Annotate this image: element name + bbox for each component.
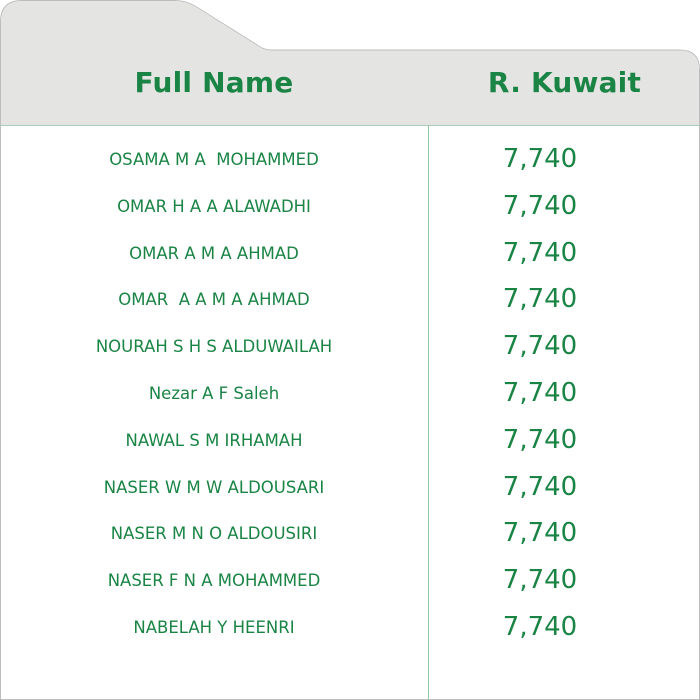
- full-name-cell: OMAR A A M A AHMAD: [118, 290, 310, 310]
- full-name-cell: NABELAH Y HEENRI: [133, 618, 295, 637]
- table-row: NASER M N O ALDOUSIRI 7,740: [0, 518, 700, 570]
- table-row: NABELAH Y HEENRI 7,740: [0, 612, 700, 664]
- amount-cell: 7,740: [502, 331, 578, 362]
- amount-cell: 7,740: [502, 518, 578, 549]
- full-name-cell: OMAR H A A ALAWADHI: [117, 196, 311, 216]
- amount-cell: 7,740: [502, 284, 578, 315]
- amount-cell: 7,740: [502, 612, 578, 642]
- table-row: Nezar A F Saleh 7,740: [0, 378, 700, 430]
- full-name-cell: NOURAH S H S ALDUWAILAH: [95, 337, 333, 357]
- full-name-cell: NASER F N A MOHAMMED: [107, 571, 321, 591]
- amount-cell: 7,740: [502, 190, 578, 221]
- table-row: OMAR A M A AHMAD 7,740: [0, 238, 700, 290]
- amount-cell: 7,740: [502, 378, 578, 408]
- header-full-name: Full Name: [134, 66, 294, 99]
- table-row: OMAR H A A ALAWADHI 7,740: [0, 191, 700, 243]
- table-row: OSAMA M A MOHAMMED 7,740: [0, 144, 700, 196]
- amount-cell: 7,740: [502, 424, 578, 455]
- amount-cell: 7,740: [502, 144, 578, 174]
- full-name-cell: NAWAL S M IRHAMAH: [125, 430, 303, 450]
- amount-cell: 7,740: [502, 471, 578, 502]
- full-name-cell: NASER M N O ALDOUSIRI: [110, 524, 318, 544]
- table-row: NOURAH S H S ALDUWAILAH 7,740: [0, 331, 700, 383]
- table-row: OMAR A A M A AHMAD 7,740: [0, 284, 700, 336]
- full-name-cell: NASER W M W ALDOUSARI: [103, 477, 325, 497]
- header-background: [1, 1, 699, 125]
- table-row: NASER F N A MOHAMMED 7,740: [0, 565, 700, 617]
- full-name-cell: OSAMA M A MOHAMMED: [109, 150, 319, 169]
- table-row: NASER W M W ALDOUSARI 7,740: [0, 472, 700, 524]
- table-row: NAWAL S M IRHAMAH 7,740: [0, 425, 700, 477]
- amount-cell: 7,740: [502, 565, 578, 596]
- header-r-kuwait: R. Kuwait: [487, 66, 642, 99]
- amount-cell: 7,740: [502, 237, 578, 268]
- full-name-cell: OMAR A M A AHMAD: [129, 243, 299, 263]
- full-name-cell: Nezar A F Saleh: [148, 384, 280, 403]
